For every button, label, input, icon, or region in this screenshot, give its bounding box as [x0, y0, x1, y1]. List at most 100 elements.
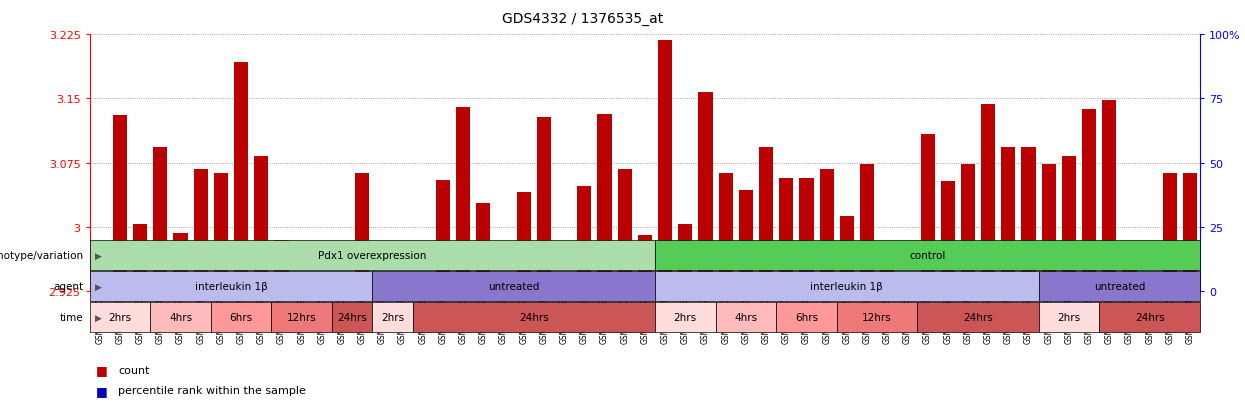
- Bar: [234, 62, 248, 291]
- Bar: [923, 286, 933, 291]
- Bar: [256, 286, 266, 291]
- Bar: [539, 286, 549, 291]
- Text: ▶: ▶: [95, 251, 102, 260]
- Bar: [941, 182, 955, 291]
- Bar: [214, 173, 228, 291]
- Bar: [1042, 165, 1056, 291]
- Bar: [1183, 173, 1198, 291]
- Bar: [761, 286, 772, 291]
- Bar: [355, 173, 370, 291]
- Bar: [598, 114, 611, 291]
- Text: percentile rank within the sample: percentile rank within the sample: [118, 385, 306, 395]
- Bar: [518, 286, 529, 291]
- Bar: [336, 286, 347, 291]
- Bar: [316, 286, 327, 291]
- Bar: [173, 233, 188, 291]
- Bar: [1001, 148, 1016, 291]
- Bar: [92, 289, 107, 291]
- Bar: [497, 278, 510, 291]
- Bar: [578, 186, 591, 291]
- Bar: [637, 236, 652, 291]
- Bar: [375, 285, 390, 291]
- Bar: [1104, 286, 1114, 291]
- Text: 24hrs: 24hrs: [964, 313, 994, 323]
- Bar: [741, 286, 751, 291]
- Bar: [620, 286, 630, 291]
- Bar: [1164, 286, 1175, 291]
- Text: 2hrs: 2hrs: [108, 313, 132, 323]
- Bar: [559, 286, 569, 291]
- Bar: [781, 286, 792, 291]
- Text: agent: agent: [54, 282, 83, 292]
- Bar: [779, 178, 793, 291]
- Text: GDS4332 / 1376535_at: GDS4332 / 1376535_at: [502, 12, 664, 26]
- Bar: [698, 92, 712, 291]
- Text: interleukin 1β: interleukin 1β: [810, 282, 883, 292]
- Bar: [254, 156, 269, 291]
- Bar: [799, 178, 813, 291]
- Bar: [235, 286, 247, 291]
- Bar: [176, 286, 186, 291]
- Bar: [377, 286, 387, 291]
- Bar: [1003, 286, 1013, 291]
- Text: 12hrs: 12hrs: [286, 313, 316, 323]
- Text: interleukin 1β: interleukin 1β: [194, 282, 268, 292]
- Bar: [618, 169, 631, 291]
- Bar: [537, 118, 552, 291]
- Bar: [640, 286, 650, 291]
- Text: 6hrs: 6hrs: [229, 313, 253, 323]
- Bar: [880, 242, 894, 291]
- Text: Pdx1 overexpression: Pdx1 overexpression: [319, 251, 427, 261]
- Bar: [920, 135, 935, 291]
- Bar: [134, 286, 146, 291]
- Bar: [961, 165, 975, 291]
- Text: 2hrs: 2hrs: [381, 313, 405, 323]
- Text: 12hrs: 12hrs: [863, 313, 891, 323]
- Bar: [660, 286, 670, 291]
- Bar: [296, 286, 308, 291]
- Bar: [721, 286, 731, 291]
- Bar: [478, 286, 489, 291]
- Bar: [133, 225, 147, 291]
- Bar: [962, 286, 974, 291]
- Bar: [517, 193, 530, 291]
- Text: untreated: untreated: [488, 282, 539, 292]
- Bar: [1123, 250, 1137, 291]
- Bar: [1082, 109, 1096, 291]
- Bar: [982, 286, 994, 291]
- Text: count: count: [118, 365, 149, 375]
- Bar: [819, 169, 834, 291]
- Bar: [95, 286, 105, 291]
- Bar: [477, 203, 491, 291]
- Bar: [1021, 148, 1036, 291]
- Bar: [842, 286, 852, 291]
- Bar: [113, 116, 127, 291]
- Bar: [436, 180, 449, 291]
- Bar: [1023, 286, 1033, 291]
- Bar: [1144, 286, 1155, 291]
- Bar: [1084, 286, 1094, 291]
- Bar: [981, 105, 995, 291]
- Text: ▶: ▶: [95, 282, 102, 291]
- Bar: [1163, 173, 1177, 291]
- Bar: [315, 278, 329, 291]
- Bar: [903, 286, 913, 291]
- Bar: [194, 169, 208, 291]
- Bar: [1124, 286, 1134, 291]
- Bar: [579, 286, 590, 291]
- Bar: [862, 286, 873, 291]
- Bar: [700, 286, 711, 291]
- Bar: [498, 286, 509, 291]
- Bar: [881, 286, 893, 291]
- Bar: [1143, 284, 1157, 291]
- Bar: [274, 241, 289, 291]
- Bar: [900, 280, 915, 291]
- Bar: [416, 289, 430, 291]
- Bar: [679, 225, 692, 291]
- Bar: [458, 286, 468, 291]
- Bar: [738, 190, 753, 291]
- Text: genotype/variation: genotype/variation: [0, 251, 83, 261]
- Bar: [860, 165, 874, 291]
- Text: time: time: [60, 313, 83, 323]
- Bar: [822, 286, 832, 291]
